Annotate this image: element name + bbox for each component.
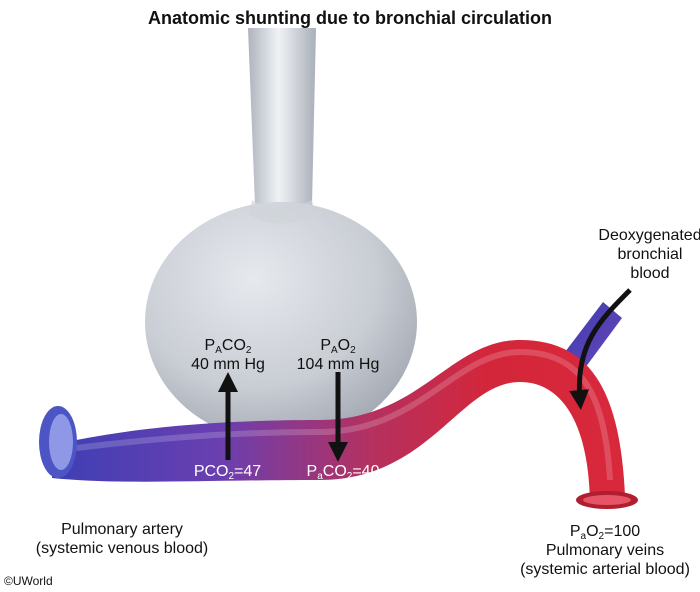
alveolar-po2-label: PAO2 104 mm Hg	[288, 336, 388, 374]
bronchiole-stem	[248, 28, 316, 205]
venous-gas-label: PCO2=47 PO2=40	[193, 463, 262, 501]
alveolus	[145, 202, 417, 442]
diagram-title: Anatomic shunting due to bronchial circu…	[147, 8, 552, 28]
arterial-gas-label: PaCO2=40 PaO2=104	[306, 463, 380, 501]
bronchial-flow-arrow	[569, 288, 632, 410]
pulmonary-artery-label: Pulmonary artery (systemic venous blood)	[35, 521, 209, 557]
copyright-text: ©UWorld	[4, 574, 53, 588]
alveolar-po2-value: 104 mm Hg	[296, 356, 380, 373]
alveolar-pco2-value: 40 mm Hg	[191, 356, 265, 373]
alveolar-pco2-label: PACO2 40 mm Hg	[183, 336, 273, 374]
bronchial-blood-label: Deoxygenated bronchial blood	[598, 227, 700, 282]
pulmonary-veins-label: PaO2=100 Pulmonary veins (systemic arter…	[520, 523, 690, 578]
